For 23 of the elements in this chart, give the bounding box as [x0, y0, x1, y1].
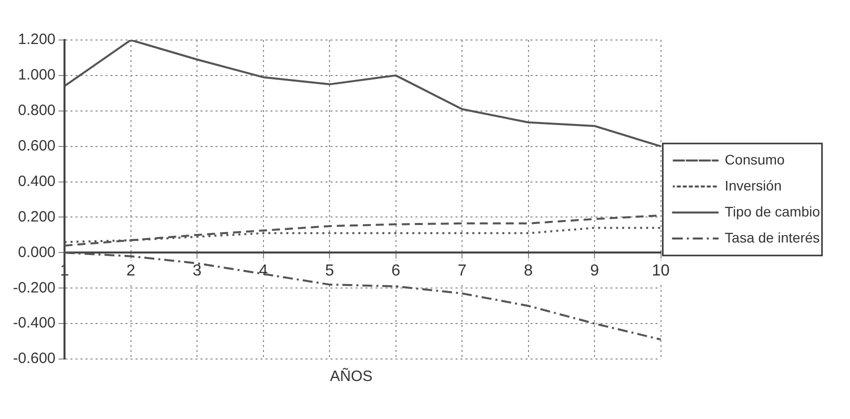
legend-label: Consumo: [724, 151, 785, 168]
y-tick-label: 0.600: [18, 137, 56, 154]
x-tick-label: 5: [325, 262, 334, 280]
x-tick-label: 6: [391, 262, 400, 280]
y-tick-label: 0.800: [18, 102, 56, 120]
y-tick-label: 1.000: [18, 66, 56, 84]
y-tick-label: 0.200: [18, 208, 56, 226]
y-tick-label: -0.600: [12, 350, 56, 368]
x-tick-label: 8: [524, 262, 533, 280]
x-tick-label: 9: [590, 262, 600, 280]
y-tick-label: -0.400: [12, 314, 56, 332]
y-tick-label: 1.200: [18, 31, 56, 48]
y-tick-label: 0.400: [18, 172, 56, 190]
legend-label: Tipo de cambio: [724, 203, 820, 220]
legend-label: Inversión: [724, 177, 782, 194]
y-tick-label: 0.000: [18, 244, 56, 261]
x-tick-label: 10: [652, 262, 670, 280]
x-axis-title: AÑOS: [330, 368, 373, 385]
x-tick-label: 7: [458, 262, 467, 280]
y-tick-label: -0.200: [12, 279, 56, 296]
x-tick-label: 3: [192, 262, 202, 280]
legend-label: Tasa de interés: [724, 229, 820, 246]
x-tick-label: 2: [126, 262, 136, 280]
